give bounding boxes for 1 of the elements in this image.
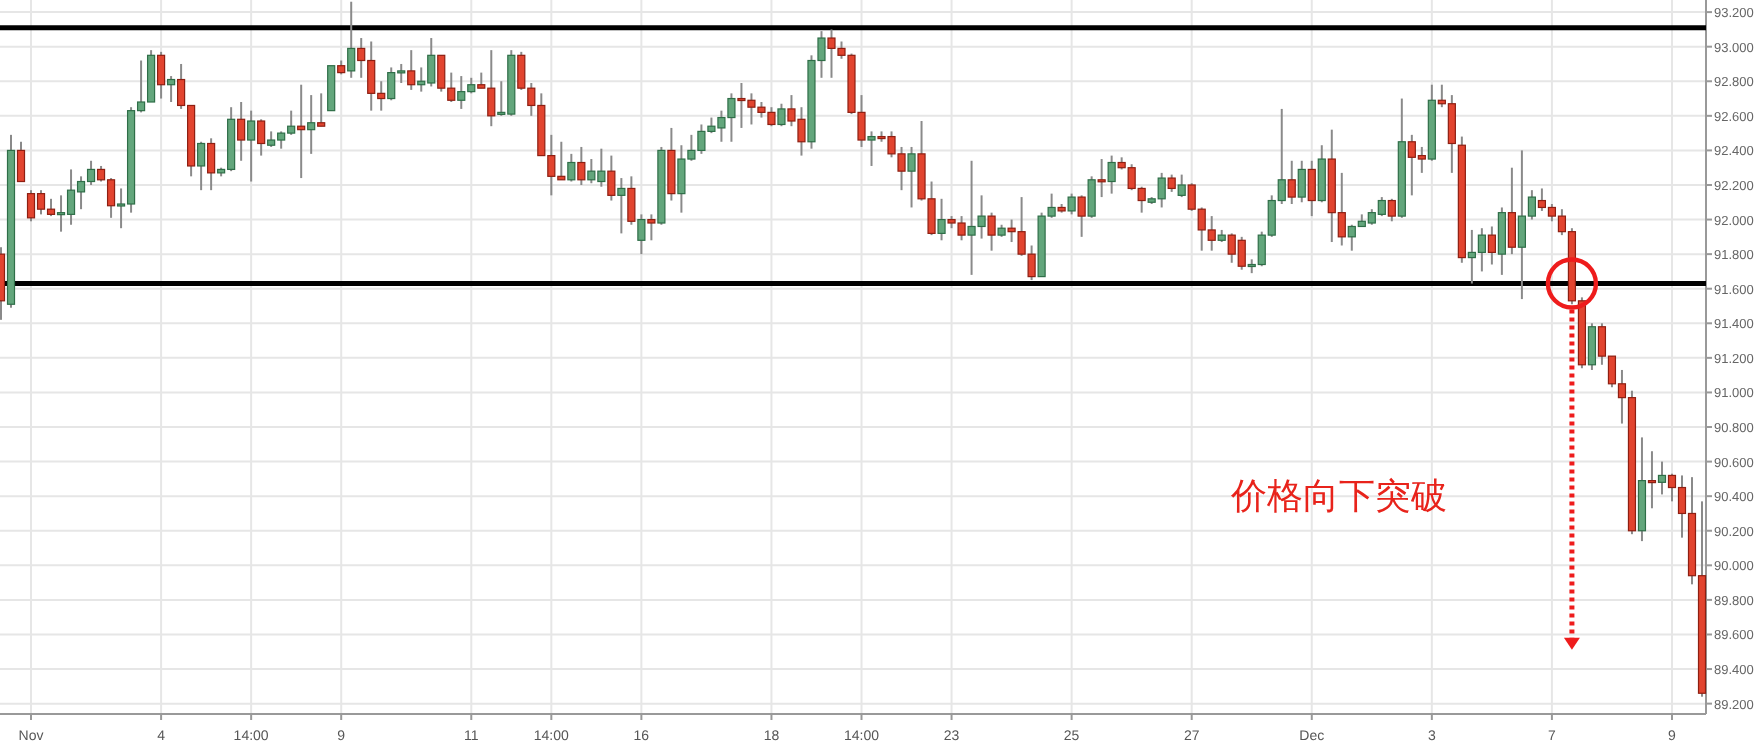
annotations: 价格向下突破: [1231, 476, 1448, 516]
